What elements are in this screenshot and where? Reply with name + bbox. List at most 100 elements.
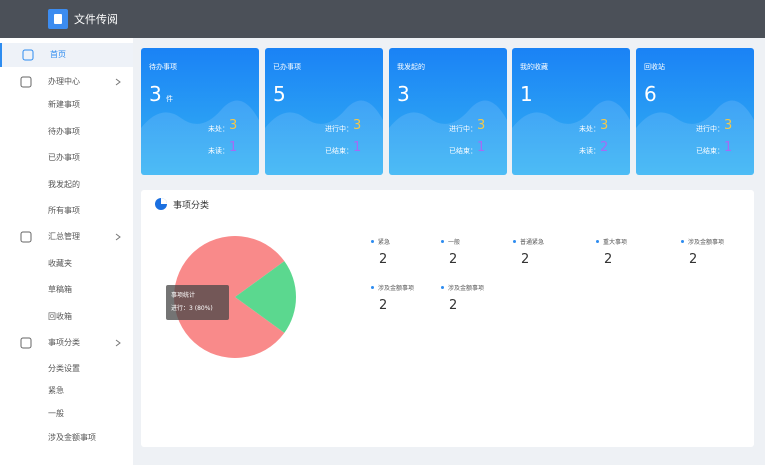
nav-item[interactable]: 新建事项 [0,93,133,117]
category-panel: 事项分类 紧急 2 一般 2 普通紧急 2 重大事项 2 涉及金额事项 2 涉及金额事项 2 涉及金额事… [141,190,754,447]
nav-label: 汇总管理 [48,232,80,241]
pie-slice [235,261,296,333]
stat-card[interactable]: 待办事项 3 件未处： 3 未读： 1 [141,48,259,175]
legend-label: 普通紧急 [520,239,545,246]
stat-label: 进行中： [449,125,477,133]
legend-label: 涉及金额事项 [378,285,415,292]
legend-dot [681,240,684,243]
nav-item[interactable]: 待办事项 [0,120,133,144]
nav-item[interactable]: 汇总管理 [0,225,133,249]
stat-value: 3 [600,118,609,133]
legend-dot [513,240,516,243]
stat-card[interactable]: 我发起的 3 进行中： 3 已结束： 1 [389,48,507,175]
stat-value: 1 [477,140,486,155]
legend-label: 重大事项 [603,239,628,246]
nav-item[interactable]: 我发起的 [0,173,133,197]
stat-value: 1 [724,140,733,155]
wave [636,100,754,175]
nav-label: 分类设置 [48,364,80,373]
card-wave [141,100,259,175]
nav-label: 紧急 [48,386,64,395]
nav-item[interactable]: 办理中心 [0,70,133,94]
card-wave [636,100,754,175]
nav-item[interactable]: 紧急 [0,379,133,403]
card-value: 3 [149,82,162,106]
stat-label: 进行中： [325,125,353,133]
legend-label: 涉及金额事项 [448,285,485,292]
nav-label: 首页 [50,50,66,59]
nav-label: 待办事项 [48,127,80,136]
legend-dot [441,240,444,243]
wave [265,100,383,175]
nav-item[interactable]: 一般 [0,402,133,426]
wave [512,100,630,175]
stat-label: 已结束： [325,147,353,155]
legend-dot [371,240,374,243]
legend-dot [371,286,374,289]
legend-label: 涉及金额事项 [688,239,725,246]
chevron [115,78,121,86]
sidebar: 首页办理中心新建事项待办事项已办事项我发起的所有事项汇总管理收藏夹 草稿箱回收箱事… [0,38,133,465]
chevron-shape [115,78,121,86]
nav-item[interactable]: 首页 [0,43,133,67]
nav-item[interactable]: 分类设置 [0,357,133,381]
stat-value: 3 [353,118,362,133]
app-title: 文件传阅 [74,13,118,26]
card-wave [512,100,630,175]
stat-card[interactable]: 已办事项 5 进行中： 3 已结束： 1 [265,48,383,175]
stat-value: 3 [229,118,238,133]
icon-shape [20,76,32,88]
card-value: 6 [644,82,657,106]
nav-label: 新建事项 [48,100,80,109]
stat-card[interactable]: 我的收藏 1 未处： 3 未读： 2 [512,48,630,175]
pie-chart [174,236,296,358]
card-unit: 件 [166,95,173,103]
card-value: 3 [397,82,410,106]
stat-label: 已结束： [449,147,477,155]
tooltip: 事项统计 进行：3 (80%) [166,285,229,320]
card-wave [265,100,383,175]
legend-value: 2 [604,252,613,267]
nav-label: 涉及金额事项 [48,433,96,442]
card-value: 5 [273,82,286,106]
stat-label: 未读： [579,147,600,155]
card-title: 待办事项 [149,63,177,71]
card-title: 我的收藏 [520,63,548,71]
card-title: 我发起的 [397,63,425,71]
nav-icon [20,76,32,88]
logo [48,9,68,29]
nav-label: 已办事项 [48,153,80,162]
nav-label: 事项分类 [48,338,80,347]
tooltip-line: 事项统计 [171,292,196,299]
stat-card[interactable]: 回收站 6 进行中： 3 已结束： 1 [636,48,754,175]
nav-label: 办理中心 [48,77,80,86]
nav-item[interactable]: 涉及金额事项 [0,426,133,450]
pie-icon [155,198,167,210]
card-wave [389,100,507,175]
wave [141,100,259,175]
stat-label: 已结束： [696,147,724,155]
panel-title: 事项分类 [173,201,210,211]
nav-item[interactable]: 草稿箱 [0,278,133,302]
nav-item[interactable]: 收藏夹 [0,252,133,276]
nav-icon [20,337,32,349]
nav-label: 所有事项 [48,206,80,215]
stat-label: 进行中： [696,125,724,133]
chevron [115,339,121,347]
chevron-shape [115,233,121,241]
nav-item[interactable]: 所有事项 [0,199,133,223]
stat-value: 1 [229,140,238,155]
nav-item[interactable]: 已办事项 [0,146,133,170]
nav-icon [22,49,34,61]
legend-value: 2 [449,252,458,267]
legend-value: 2 [379,298,388,313]
legend-value: 2 [379,252,388,267]
legend-dot [596,240,599,243]
legend-value: 2 [521,252,530,267]
nav-item[interactable]: 回收箱 [0,305,133,329]
icon-shape [22,49,34,61]
pie-slice [174,236,285,358]
nav-label: 回收箱 [48,312,72,321]
nav-item[interactable]: 事项分类 [0,331,133,355]
